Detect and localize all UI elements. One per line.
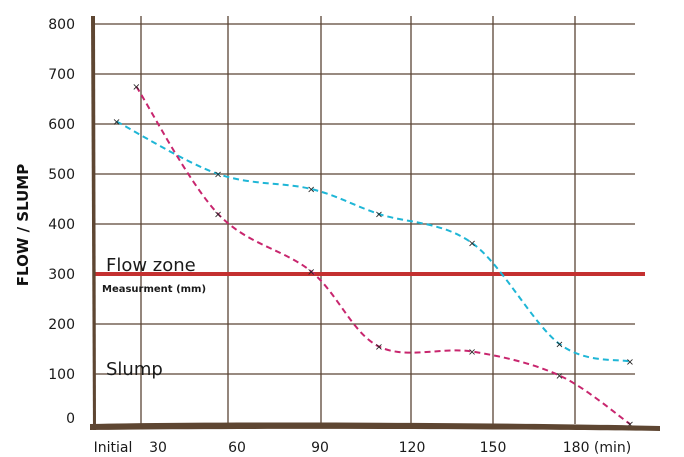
x-tick-label: Initial — [94, 440, 133, 456]
grid — [94, 16, 635, 424]
y-tick-label: 300 — [48, 267, 75, 283]
y-axis — [91, 16, 96, 430]
x-tick-label: 60 — [228, 440, 246, 456]
series-line-1 — [135, 85, 631, 425]
x-tick-label: 120 — [399, 440, 426, 456]
series-group: × × × × × × × × × × × × × × — [112, 82, 634, 431]
axes — [90, 16, 660, 431]
data-point-1: × — [468, 347, 476, 358]
data-point-0: × — [555, 340, 563, 351]
data-point-1: × — [555, 371, 563, 382]
y-axis-label: FLOW / SLUMP — [14, 164, 32, 286]
data-point-0: × — [626, 357, 634, 368]
data-point-1: × — [132, 82, 140, 93]
measurement-label: Measurment (mm) — [102, 284, 206, 295]
y-tick-label: 500 — [48, 167, 75, 183]
x-tick-label: 90 — [311, 440, 329, 456]
x-tick-label: 180 (min) — [563, 440, 632, 456]
data-point-1: × — [307, 267, 315, 278]
data-point-0: × — [375, 210, 383, 221]
data-point-0: × — [112, 117, 120, 128]
flow-zone-label: Flow zone — [106, 255, 196, 276]
y-tick-label: 600 — [48, 117, 75, 133]
tick-labels: 800 700 600 500 400 300 200 100 0 Initial 30 60 90 12… — [48, 17, 631, 456]
x-tick-label: 150 — [480, 440, 507, 456]
y-tick-label: 400 — [48, 217, 75, 233]
y-tick-label: 100 — [48, 367, 75, 383]
data-point-1: × — [214, 210, 222, 221]
series-line-0 — [116, 120, 631, 363]
x-tick-label: 30 — [149, 440, 167, 456]
y-tick-label: 200 — [48, 317, 75, 333]
data-point-0: × — [307, 185, 315, 196]
data-point-1: × — [626, 420, 634, 431]
x-axis — [90, 422, 660, 431]
y-tick-label: 0 — [66, 411, 75, 427]
y-tick-label: 800 — [48, 17, 75, 33]
data-point-0: × — [214, 170, 222, 181]
data-point-0: × — [468, 239, 476, 250]
y-tick-label: 700 — [48, 67, 75, 83]
data-point-1: × — [375, 342, 383, 353]
slump-label: Slump — [106, 359, 163, 380]
